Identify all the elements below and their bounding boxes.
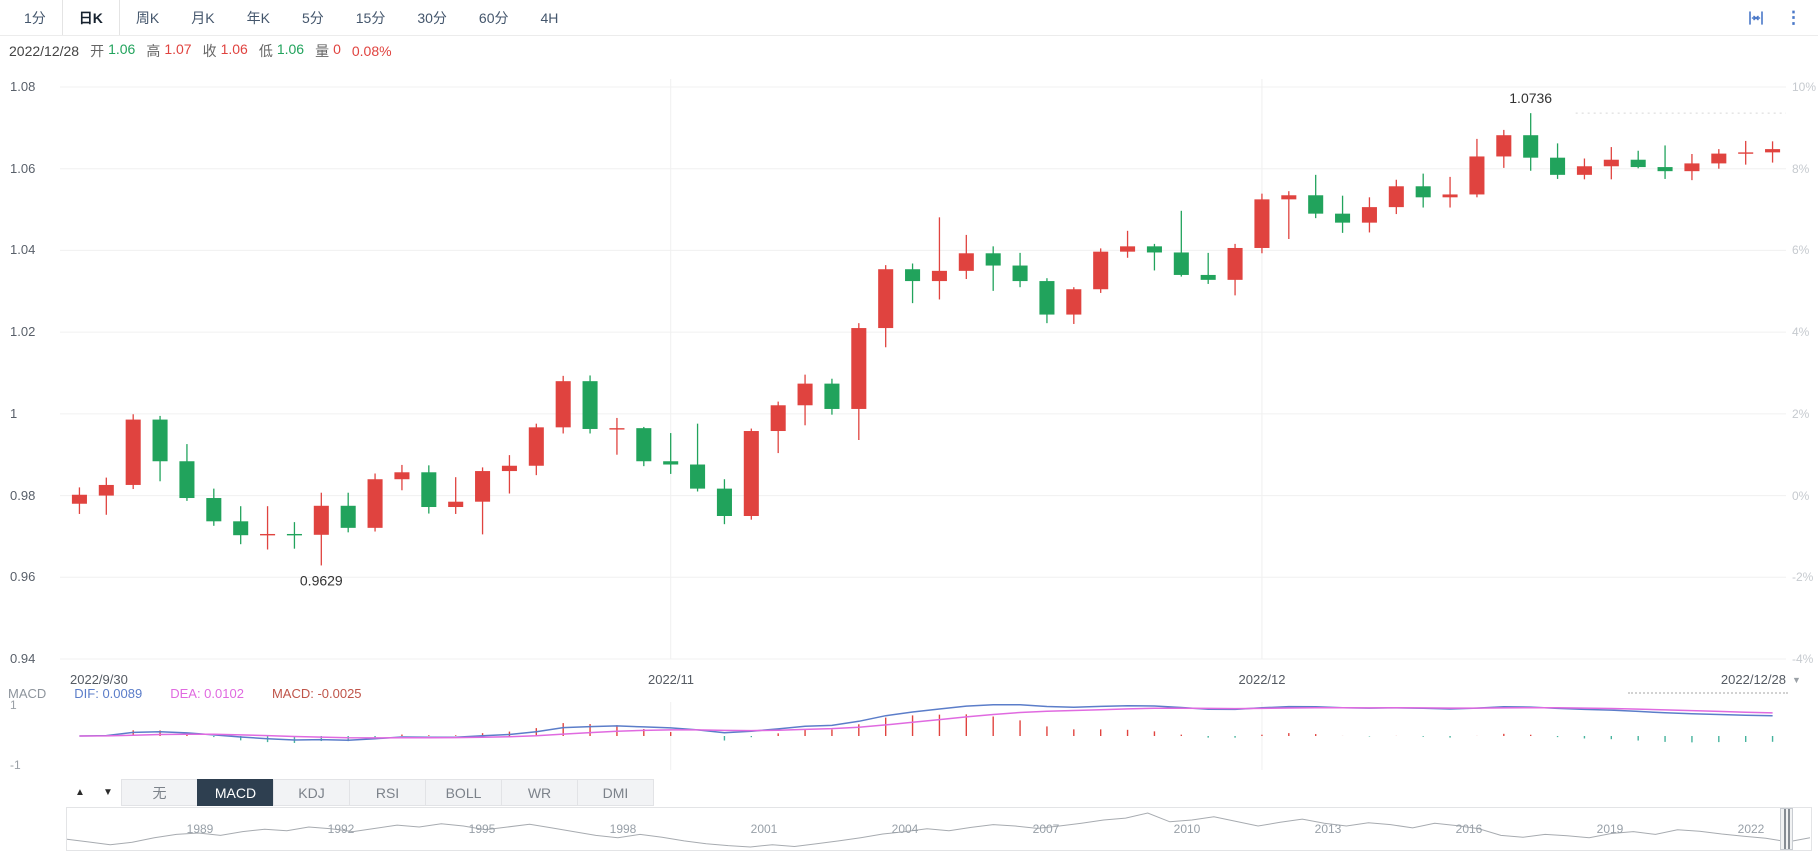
macd-axis-tick: -1 (10, 758, 21, 772)
navigator-year-label: 2016 (1455, 822, 1483, 836)
indicator-tab-rsi[interactable]: RSI (349, 779, 426, 806)
indicator-tab-macd[interactable]: MACD (197, 779, 274, 806)
quote-date: 2022/12/28 (9, 43, 80, 59)
macd-header: MACD DIF: 0.0089 DEA: 0.0102 MACD: -0.00… (8, 686, 362, 701)
percent-tick: 8% (1792, 162, 1810, 176)
period-tab-4h[interactable]: 4H (540, 9, 559, 26)
indicator-tab-dmi[interactable]: DMI (577, 779, 654, 806)
toolbar-right-group: ⋮ (1747, 0, 1818, 35)
indicator-tab-none[interactable]: 无 (121, 779, 198, 806)
collapse-icon[interactable]: ▼ (1792, 675, 1801, 685)
svg-text:1.0736: 1.0736 (1509, 90, 1552, 106)
period-tab-60min[interactable]: 60分 (478, 9, 509, 26)
low-value: 1.06 (276, 41, 305, 57)
panel-layout-icon[interactable] (1747, 10, 1765, 26)
close-label: 收 (202, 43, 217, 59)
date-label: 2022/9/30 (70, 672, 128, 687)
macd-macd-value: MACD: -0.0025 (271, 686, 362, 701)
percent-tick: 6% (1792, 243, 1810, 257)
period-toolbar: 1分 日K 周K 月K 年K 5分 15分 30分 60分 4H ⋮ (0, 0, 1818, 36)
period-tab-weekly[interactable]: 周K (135, 9, 160, 26)
period-tab-5min[interactable]: 5分 (301, 9, 324, 26)
macd-indicator-name: MACD (8, 686, 47, 701)
navigator-year-label: 2022 (1737, 822, 1765, 836)
navigator-year-label: 2010 (1173, 822, 1201, 836)
percent-tick: 10% (1792, 80, 1817, 94)
price-tick: 1.02 (10, 324, 36, 339)
high-value: 1.07 (164, 41, 192, 57)
navigator-year-label: 2019 (1596, 822, 1624, 836)
percent-tick: -4% (1792, 652, 1814, 666)
price-tick: 1.08 (10, 79, 36, 94)
percent-tick: 2% (1792, 407, 1810, 421)
date-label: 2022/11 (647, 672, 695, 687)
indicator-tab-kdj[interactable]: KDJ (273, 779, 350, 806)
macd-dif-value: DIF: 0.0089 (74, 686, 143, 701)
history-navigator[interactable] (66, 807, 1812, 851)
period-tab-daily[interactable]: 日K (61, 0, 120, 35)
navigator-handle[interactable] (1780, 808, 1793, 850)
volume-label: 量 (315, 43, 330, 59)
period-tab-15min[interactable]: 15分 (355, 9, 386, 26)
indicator-tab-wr[interactable]: WR (501, 779, 578, 806)
volume-value: 0 (333, 41, 341, 57)
macd-dea-value: DEA: 0.0102 (170, 686, 244, 701)
change-percent: 0.08% (351, 43, 392, 59)
indicator-down-button[interactable]: ▼ (94, 779, 122, 806)
period-tab-1min[interactable]: 1分 (24, 9, 46, 26)
high-label: 高 (146, 43, 161, 59)
navigator-year-label: 1998 (609, 822, 637, 836)
open-label: 开 (90, 43, 105, 59)
percent-tick: 0% (1792, 489, 1810, 503)
price-tick: 1 (10, 406, 18, 421)
period-tab-30min[interactable]: 30分 (417, 9, 447, 26)
price-tick: 1.04 (10, 242, 36, 257)
indicator-tab-boll[interactable]: BOLL (425, 779, 502, 806)
period-tab-yearly[interactable]: 年K (246, 9, 270, 26)
navigator-year-label: 2001 (750, 822, 778, 836)
indicator-tabbar: ▲ ▼ 无 MACD KDJ RSI BOLL WR DMI (66, 779, 654, 806)
period-tab-monthly[interactable]: 月K (191, 9, 215, 26)
indicator-up-button[interactable]: ▲ (66, 779, 94, 806)
close-value: 1.06 (220, 41, 248, 57)
panel-resize-handle[interactable] (1628, 692, 1788, 694)
price-tick: 0.94 (10, 651, 36, 666)
navigator-year-label: 1992 (327, 822, 355, 836)
date-label: 2022/12/28 (1720, 672, 1786, 687)
percent-tick: -2% (1792, 570, 1814, 584)
open-value: 1.06 (108, 41, 136, 57)
kebab-menu-icon[interactable]: ⋮ (1785, 8, 1802, 27)
navigator-year-label: 2004 (891, 822, 919, 836)
low-label: 低 (258, 43, 273, 59)
date-label: 2022/12 (1238, 672, 1286, 687)
navigator-year-label: 2007 (1032, 822, 1060, 836)
svg-text:0.9629: 0.9629 (300, 572, 343, 588)
price-tick: 0.98 (10, 488, 36, 503)
navigator-year-label: 2013 (1314, 822, 1342, 836)
navigator-year-label: 1995 (468, 822, 496, 836)
macd-axis-tick: 1 (10, 698, 17, 712)
percent-tick: 4% (1792, 325, 1810, 339)
price-tick: 1.06 (10, 161, 36, 176)
price-tick: 0.96 (10, 569, 36, 584)
navigator-year-label: 1989 (186, 822, 214, 836)
